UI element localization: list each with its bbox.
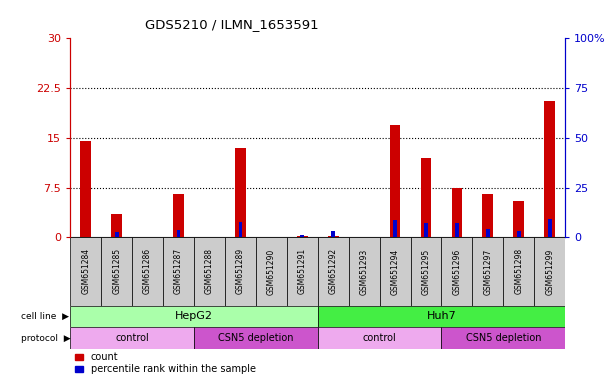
- Bar: [349, 237, 379, 306]
- Bar: [173, 194, 184, 237]
- Text: GSM651290: GSM651290: [267, 248, 276, 295]
- Bar: [442, 327, 565, 349]
- Bar: [455, 223, 459, 237]
- Bar: [235, 148, 246, 237]
- Text: GSM651295: GSM651295: [422, 248, 431, 295]
- Bar: [513, 201, 524, 237]
- Bar: [70, 237, 101, 306]
- Bar: [452, 187, 463, 237]
- Bar: [318, 327, 442, 349]
- Bar: [483, 194, 493, 237]
- Bar: [544, 101, 555, 237]
- Text: GSM651293: GSM651293: [360, 248, 368, 295]
- Text: CSN5 depletion: CSN5 depletion: [218, 333, 294, 343]
- Bar: [132, 237, 163, 306]
- Bar: [80, 141, 91, 237]
- Text: GSM651284: GSM651284: [81, 248, 90, 295]
- Text: control: control: [115, 333, 149, 343]
- Text: protocol  ▶: protocol ▶: [21, 334, 70, 343]
- Bar: [503, 237, 534, 306]
- Text: GSM651288: GSM651288: [205, 248, 214, 295]
- Text: GSM651285: GSM651285: [112, 248, 121, 295]
- Bar: [548, 219, 552, 237]
- Text: GSM651296: GSM651296: [452, 248, 461, 295]
- Text: control: control: [363, 333, 397, 343]
- Bar: [194, 237, 225, 306]
- Bar: [297, 236, 308, 237]
- Bar: [390, 124, 400, 237]
- Text: GSM651289: GSM651289: [236, 248, 245, 295]
- Bar: [424, 223, 428, 237]
- Bar: [442, 237, 472, 306]
- Bar: [472, 237, 503, 306]
- Bar: [534, 237, 565, 306]
- Bar: [70, 327, 194, 349]
- Bar: [287, 237, 318, 306]
- Bar: [327, 236, 338, 237]
- Bar: [411, 237, 442, 306]
- Text: Huh7: Huh7: [426, 311, 456, 321]
- Bar: [318, 237, 349, 306]
- Text: GSM651287: GSM651287: [174, 248, 183, 295]
- Bar: [177, 230, 180, 237]
- Bar: [517, 231, 521, 237]
- Bar: [111, 214, 122, 237]
- Text: HepG2: HepG2: [175, 311, 213, 321]
- Bar: [379, 237, 411, 306]
- Bar: [194, 327, 318, 349]
- Bar: [101, 237, 132, 306]
- Text: GSM651294: GSM651294: [390, 248, 400, 295]
- Bar: [163, 237, 194, 306]
- Bar: [420, 158, 431, 237]
- Bar: [238, 222, 242, 237]
- Text: GSM651286: GSM651286: [143, 248, 152, 295]
- Bar: [331, 231, 335, 237]
- Text: cell line  ▶: cell line ▶: [21, 312, 69, 321]
- Text: GSM651297: GSM651297: [483, 248, 492, 295]
- Text: GSM651298: GSM651298: [514, 248, 523, 295]
- Bar: [318, 306, 565, 327]
- Text: CSN5 depletion: CSN5 depletion: [466, 333, 541, 343]
- Text: GDS5210 / ILMN_1653591: GDS5210 / ILMN_1653591: [145, 18, 319, 31]
- Bar: [486, 229, 489, 237]
- Bar: [115, 232, 119, 237]
- Bar: [70, 306, 318, 327]
- Bar: [393, 220, 397, 237]
- Text: GSM651291: GSM651291: [298, 248, 307, 295]
- Bar: [301, 235, 304, 237]
- Text: GSM651299: GSM651299: [545, 248, 554, 295]
- Legend: count, percentile rank within the sample: count, percentile rank within the sample: [75, 353, 255, 374]
- Text: GSM651292: GSM651292: [329, 248, 338, 295]
- Bar: [225, 237, 256, 306]
- Bar: [256, 237, 287, 306]
